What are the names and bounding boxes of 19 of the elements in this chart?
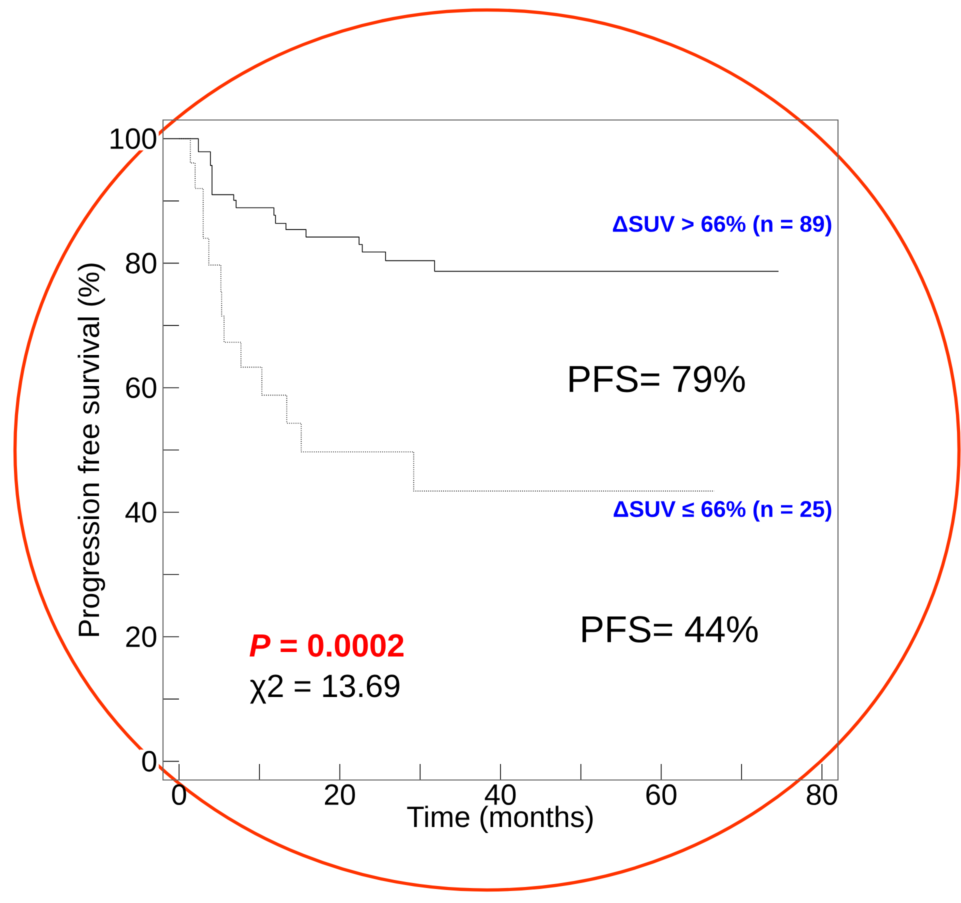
x-tick-label: 20 (324, 784, 355, 806)
annotation: χ2 = 13.69 (250, 674, 400, 704)
annotation: PFS= 44% (582, 616, 758, 643)
x-tick-label: 60 (646, 784, 676, 806)
y-tick-label: 0 (142, 750, 156, 772)
y-tick-label: 100 (110, 128, 156, 150)
y-axis-title: Progression free survival (%) (78, 264, 106, 636)
annotation: ΔSUV ≤ 66% (n = 25) (614, 500, 832, 522)
annotation: ΔSUV > 66% (n = 89) (612, 215, 832, 236)
y-tick-label: 40 (125, 502, 156, 523)
annotation: PFS= 79% (570, 366, 745, 392)
x-tick-label: 40 (484, 784, 516, 806)
x-tick-label: 0 (172, 784, 186, 806)
x-axis-title: Time (months) (407, 806, 593, 834)
y-tick-label: 80 (126, 252, 156, 274)
x-tick-label: 80 (806, 784, 838, 806)
y-tick-label: 60 (126, 377, 156, 398)
y-tick-label: 20 (126, 626, 156, 648)
annotation: P = 0.0002 (250, 634, 404, 657)
